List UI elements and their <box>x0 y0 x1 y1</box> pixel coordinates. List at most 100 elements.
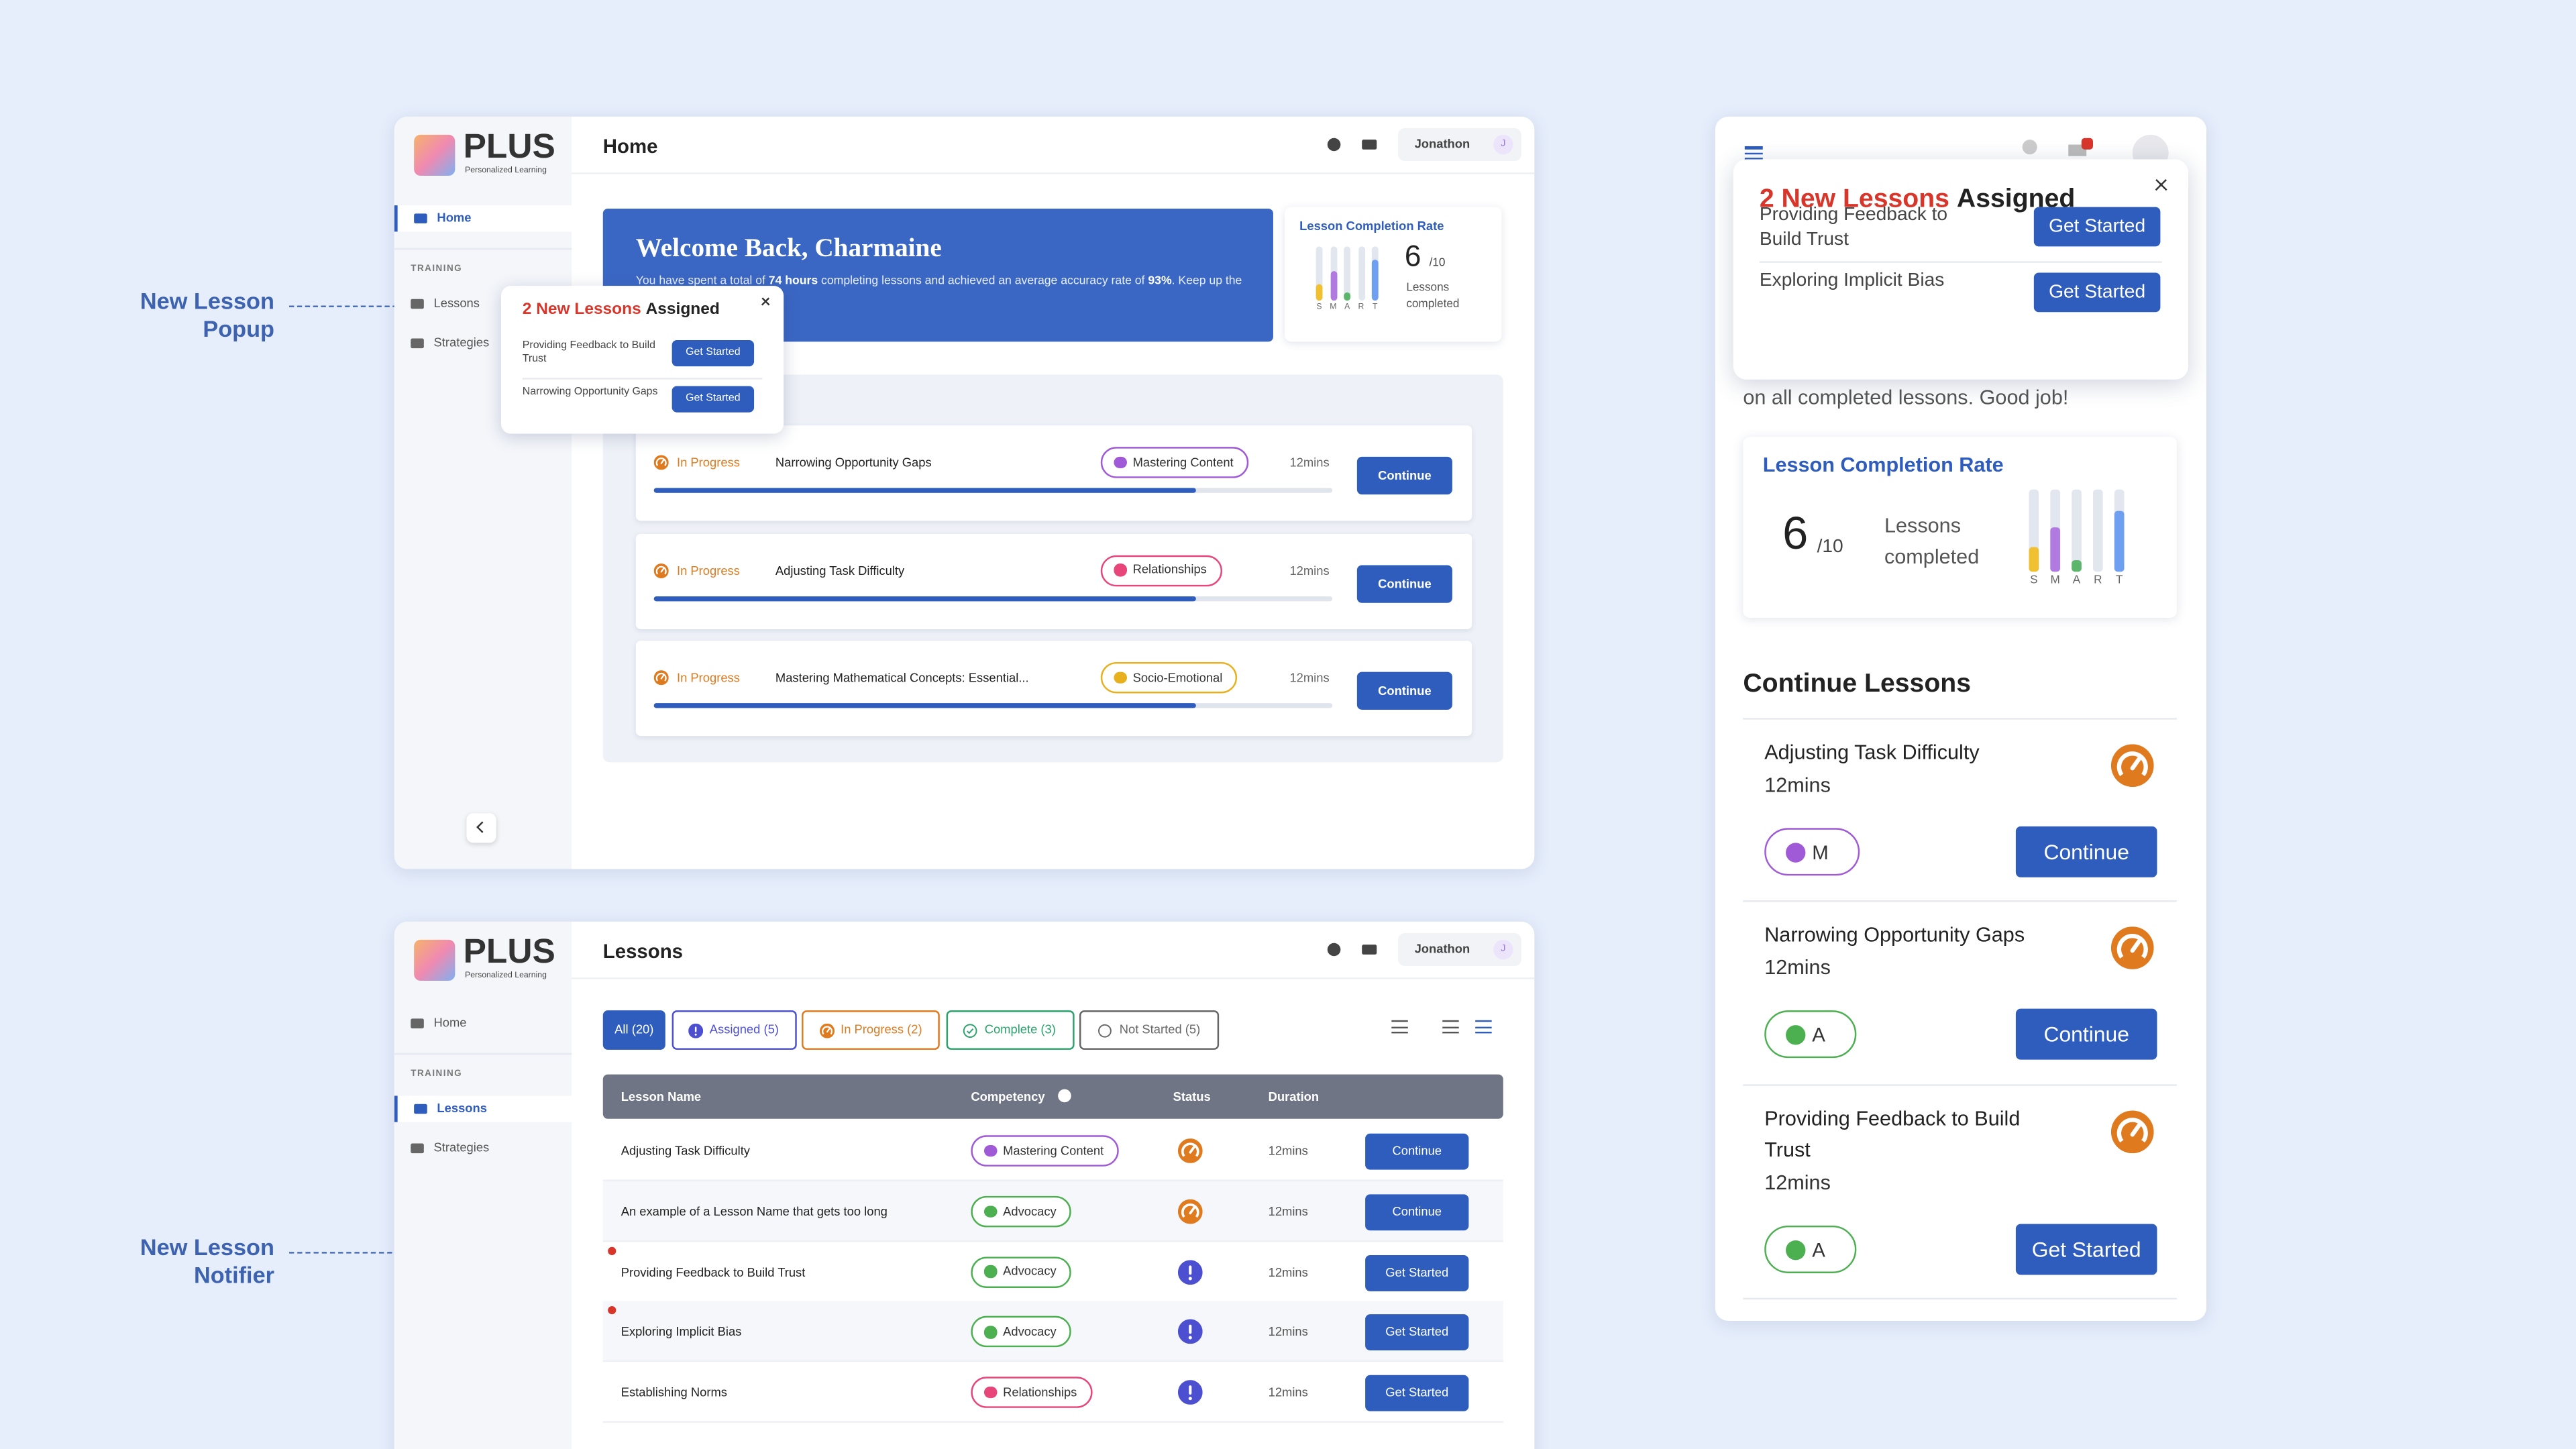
mail-icon[interactable] <box>1362 945 1377 955</box>
nav-divider <box>394 248 572 250</box>
continue-button[interactable]: Continue <box>2015 826 2157 877</box>
close-button[interactable] <box>2154 176 2169 191</box>
intro-text: on all completed lessons. Good job! <box>1743 386 2069 409</box>
continue-button[interactable]: Continue <box>2015 1008 2157 1060</box>
filter-tab[interactable]: All (20) <box>602 1010 665 1050</box>
popup-lesson-name: Narrowing Opportunity Gaps <box>522 385 658 397</box>
card-divider <box>1743 1084 2177 1086</box>
tag-label: Socio-Emotional <box>1132 669 1223 685</box>
close-button[interactable] <box>761 296 771 307</box>
icon-bar <box>1189 1325 1192 1335</box>
completion-bar-fill <box>1330 270 1337 301</box>
filter-tab[interactable]: In Progress (2) <box>802 1010 940 1050</box>
welcome-text-part: 93% <box>1148 272 1172 288</box>
continue-button[interactable]: Continue <box>1356 564 1452 602</box>
lesson-name: Establishing Norms <box>621 1385 727 1400</box>
nav-item[interactable]: Lessons <box>394 1095 572 1122</box>
nav-item[interactable]: Home <box>394 1010 572 1036</box>
get-started-button[interactable]: Get Started <box>2033 207 2161 247</box>
get-started-button[interactable]: Get Started <box>672 385 755 412</box>
row-action-button[interactable]: Continue <box>1365 1193 1469 1230</box>
lesson-duration: 12mins <box>1289 562 1330 578</box>
help-icon[interactable] <box>1327 138 1341 152</box>
alert-icon <box>1177 1380 1203 1405</box>
nav-item[interactable]: Strategies <box>394 330 572 356</box>
lesson-name: Adjusting Task Difficulty <box>1764 741 1980 764</box>
menu-line[interactable] <box>1744 146 1763 149</box>
icon-bar <box>694 1026 697 1032</box>
lessons-panel: In Progress Narrowing Opportunity Gaps Mas… <box>602 374 1503 763</box>
completion-bar-fill <box>2072 559 2082 572</box>
completion-letter: S <box>1316 302 1322 313</box>
new-lesson-dot <box>608 1306 616 1316</box>
icon-needle <box>826 1026 830 1032</box>
card-divider <box>1743 900 2177 902</box>
lesson-duration: 12mins <box>1289 670 1330 686</box>
icon-arc <box>2116 933 2148 959</box>
list-view-button[interactable] <box>1474 1017 1493 1036</box>
competency-tag: Socio-Emotional <box>1100 661 1238 694</box>
lesson-duration: 12mins <box>1268 1324 1308 1340</box>
lesson-duration: 12mins <box>1268 1143 1308 1159</box>
row-action-button[interactable]: Get Started <box>1365 1254 1469 1291</box>
icon-line <box>1442 1026 1459 1028</box>
mail-icon[interactable] <box>1362 140 1377 150</box>
popup-count: 2 New Lessons <box>1759 185 1949 214</box>
completion-total: /10 <box>1429 258 1446 270</box>
collapse-button[interactable] <box>466 813 496 843</box>
popup-divider <box>1759 260 2162 263</box>
continue-button[interactable]: Get Started <box>2015 1224 2157 1275</box>
completion-bar-fill <box>2050 526 2061 572</box>
popup-lesson-name: Providing Feedback to Build Trust <box>1759 205 1948 250</box>
table-header: Lesson Name Competency Status Duration <box>602 1074 1503 1119</box>
gauge-icon <box>2110 1110 2154 1154</box>
row-action-button[interactable]: Continue <box>1365 1133 1469 1170</box>
row-action-button[interactable]: Get Started <box>1365 1375 1469 1412</box>
page-title: Home <box>602 134 658 158</box>
icon-line <box>1391 1031 1408 1034</box>
nav-item[interactable]: Strategies <box>394 1135 572 1161</box>
continue-button[interactable]: Continue <box>1356 672 1452 710</box>
tag-dot <box>1114 456 1126 469</box>
competency-tag: M <box>1764 828 1860 876</box>
help-icon[interactable] <box>2022 140 2037 155</box>
column-header: Competency <box>971 1089 1045 1104</box>
user-menu[interactable]: Jonathon J <box>1398 933 1521 966</box>
get-started-button[interactable]: Get Started <box>672 339 755 367</box>
nav-item[interactable]: Home <box>394 205 572 232</box>
grid-view-button[interactable] <box>1441 1017 1460 1036</box>
lesson-duration: 12mins <box>1764 956 1831 979</box>
competency-tag: Mastering Content <box>1100 447 1248 478</box>
nav-section: TRAINING <box>411 264 463 274</box>
completion-caption: Lessons completed <box>1406 282 1460 311</box>
get-started-button[interactable]: Get Started <box>2033 272 2161 313</box>
icon-arc <box>655 672 667 682</box>
completion-letter: A <box>1344 302 1350 313</box>
user-menu[interactable]: Jonathon J <box>1398 128 1521 161</box>
icon-needle <box>2130 1123 2141 1137</box>
sort-button[interactable] <box>1390 1017 1409 1036</box>
lesson-name: Mastering Mathematical Concepts: Essenti… <box>775 670 1029 686</box>
help-icon[interactable] <box>1327 943 1341 957</box>
continue-button[interactable]: Continue <box>1356 456 1452 495</box>
completion-letter: M <box>1330 302 1337 313</box>
gauge-icon <box>1177 1199 1203 1224</box>
filter-tab[interactable]: Complete (3) <box>945 1010 1074 1050</box>
filter-tab[interactable]: Assigned (5) <box>671 1010 796 1050</box>
icon-line <box>1391 1026 1408 1028</box>
filter-tab[interactable]: Not Started (5) <box>1079 1010 1220 1050</box>
popup-title-text: Assigned <box>645 301 720 319</box>
row-action-button[interactable]: Get Started <box>1365 1315 1469 1352</box>
nav-label: Home <box>433 1015 467 1030</box>
table-row: Adjusting Task Difficulty Mastering Conte… <box>602 1120 1503 1181</box>
alert-icon <box>1177 1259 1203 1285</box>
table-row: An example of a Lesson Name that gets to… <box>602 1181 1503 1242</box>
nav-item[interactable]: Lessons <box>394 290 572 317</box>
icon-needle <box>1189 1206 1195 1214</box>
nav-icon <box>414 213 427 224</box>
popup-divider <box>522 377 763 379</box>
nav-label: Lessons <box>433 295 480 311</box>
card-divider <box>1743 1297 2177 1300</box>
check-icon <box>963 1023 978 1037</box>
lesson-name: Exploring Implicit Bias <box>621 1324 742 1340</box>
